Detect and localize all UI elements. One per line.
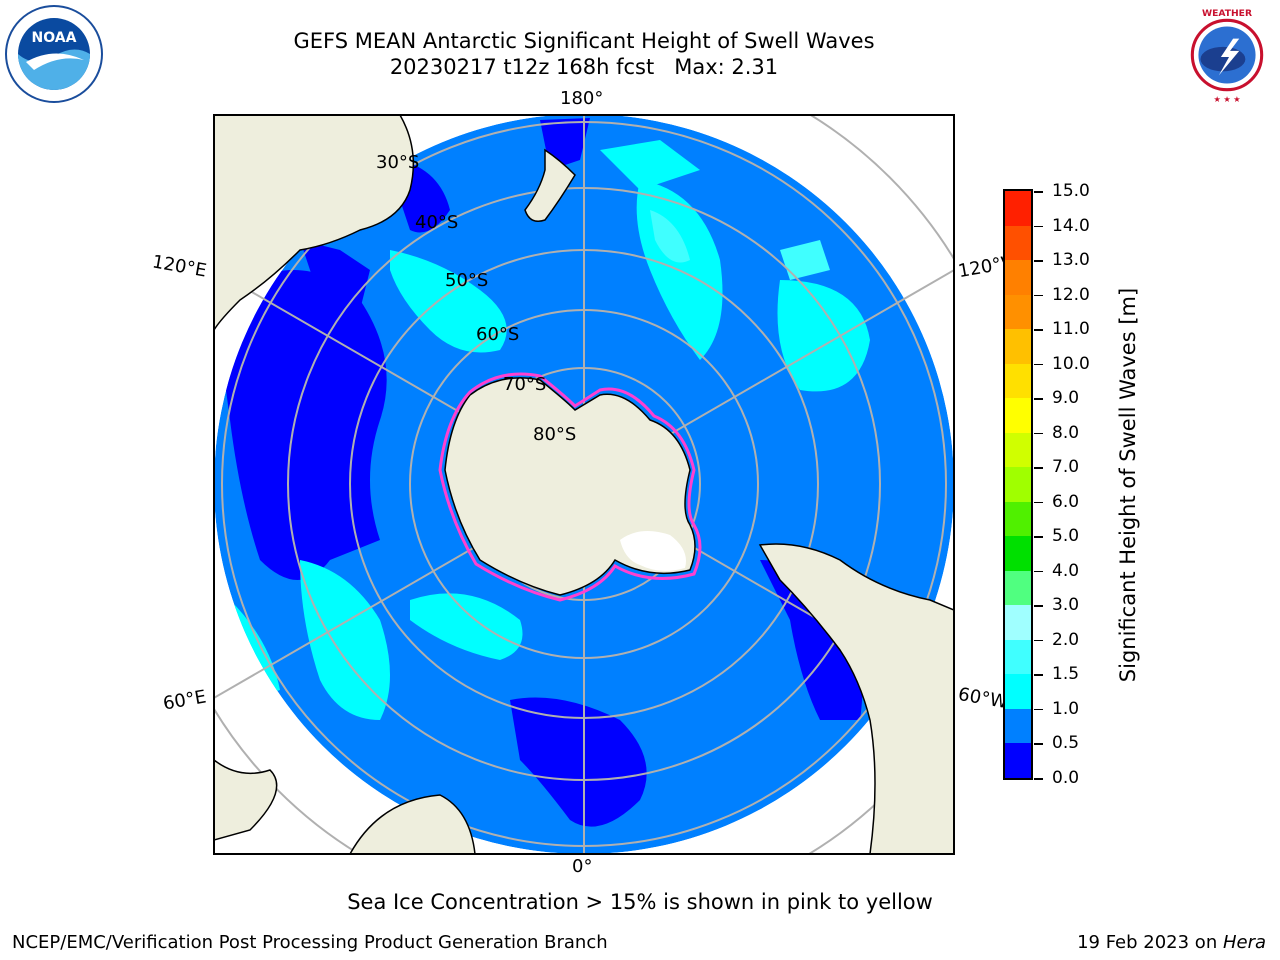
colorbar-tick xyxy=(1034,398,1043,400)
colorbar-tick-label: 14.0 xyxy=(1052,215,1090,236)
colorbar-tick xyxy=(1034,329,1043,331)
colorbar-segment xyxy=(1005,294,1031,330)
colorbar-tick-label: 10.0 xyxy=(1052,353,1090,374)
australia-land xyxy=(214,115,415,332)
colorbar-segment xyxy=(1005,501,1031,537)
colorbar-tick-label: 8.0 xyxy=(1052,422,1080,443)
footer-credit: NCEP/EMC/Verification Post Processing Pr… xyxy=(12,932,608,953)
colorbar-tick-label: 13.0 xyxy=(1052,250,1090,271)
lat-label-60s: 60°S xyxy=(476,324,520,345)
colorbar-tick-label: 12.0 xyxy=(1052,284,1090,305)
nws-logo: WEATHER ★ ★ ★ xyxy=(1177,5,1277,105)
sea-ice xyxy=(620,531,686,571)
map-frame xyxy=(213,114,955,855)
colorbar-segment xyxy=(1005,639,1031,675)
colorbar-tick-label: 9.0 xyxy=(1052,388,1080,409)
noaa-logo: NOAA xyxy=(5,5,103,103)
colorbar-tick xyxy=(1034,570,1043,573)
colorbar-tick xyxy=(1034,708,1043,711)
colorbar-tick-label: 1.5 xyxy=(1052,664,1080,685)
colorbar-tick xyxy=(1034,432,1043,435)
colorbar-tick xyxy=(1034,294,1043,297)
colorbar-segment xyxy=(1005,329,1031,364)
colorbar-segment xyxy=(1005,743,1031,778)
colorbar-tick-label: 0.0 xyxy=(1052,768,1080,788)
footer-host: Hera xyxy=(1222,932,1266,953)
africa-land xyxy=(214,759,278,841)
colorbar-tick-label: 15.0 xyxy=(1052,181,1090,201)
colorbar-tick-label: 3.0 xyxy=(1052,595,1080,616)
colorbar xyxy=(1003,189,1033,780)
colorbar-tick xyxy=(1034,260,1043,262)
colorbar-label: Significant Height of Swell Waves [m] xyxy=(1116,287,1140,683)
colorbar-tick xyxy=(1034,605,1043,607)
colorbar-tick xyxy=(1034,743,1043,745)
africa-land-south xyxy=(349,794,476,854)
colorbar-tick xyxy=(1034,536,1043,538)
colorbar-tick-label: 5.0 xyxy=(1052,526,1080,547)
new-zealand-land xyxy=(524,148,576,222)
colorbar-segment xyxy=(1005,398,1031,433)
chart-subtitle: 20230217 t12z 168h fcst Max: 2.31 xyxy=(389,55,779,79)
colorbar-segment xyxy=(1005,363,1031,399)
colorbar-segment xyxy=(1005,191,1031,226)
colorbar-tick xyxy=(1034,363,1043,366)
chart-title: GEFS MEAN Antarctic Significant Height o… xyxy=(293,29,875,53)
colorbar-segment xyxy=(1005,605,1031,640)
colorbar-segment xyxy=(1005,536,1031,571)
lat-label-50s: 50°S xyxy=(445,270,489,291)
colorbar-tick xyxy=(1034,778,1043,780)
colorbar-tick-label: 4.0 xyxy=(1052,560,1080,581)
colorbar-tick xyxy=(1034,467,1043,469)
colorbar-segment xyxy=(1005,708,1031,744)
lat-label-80s: 80°S xyxy=(533,424,577,445)
colorbar-tick xyxy=(1034,225,1043,228)
footer-date-text: 19 Feb 2023 on xyxy=(1077,932,1223,953)
lat-label-70s: 70°S xyxy=(503,374,547,395)
colorbar-segment xyxy=(1005,260,1031,295)
svg-text:★ ★ ★: ★ ★ ★ xyxy=(1213,94,1240,104)
colorbar-segment xyxy=(1005,467,1031,502)
colorbar-tick-label: 0.5 xyxy=(1052,733,1080,754)
colorbar-tick xyxy=(1034,639,1043,642)
colorbar-tick xyxy=(1034,674,1043,676)
svg-text:NOAA: NOAA xyxy=(32,30,77,46)
colorbar-segment xyxy=(1005,674,1031,709)
sea-ice-edge xyxy=(438,372,702,602)
lat-label-40s: 40°S xyxy=(415,212,459,233)
colorbar-segment xyxy=(1005,225,1031,261)
colorbar-tick-label: 7.0 xyxy=(1052,457,1080,478)
lat-label-30s: 30°S xyxy=(376,152,420,173)
colorbar-tick-label: 1.0 xyxy=(1052,698,1080,719)
colorbar-segment xyxy=(1005,432,1031,468)
colorbar-tick xyxy=(1034,191,1043,193)
south-america-land xyxy=(758,543,954,854)
sea-ice-note: Sea Ice Concentration > 15% is shown in … xyxy=(347,890,933,914)
lon-label-0: 0° xyxy=(572,856,593,877)
lon-label-180: 180° xyxy=(560,88,604,109)
footer-date: 19 Feb 2023 on Hera xyxy=(1077,932,1266,953)
svg-text:WEATHER: WEATHER xyxy=(1202,8,1252,19)
colorbar-tick-label: 6.0 xyxy=(1052,491,1080,512)
colorbar-segment xyxy=(1005,570,1031,606)
colorbar-tick-label: 11.0 xyxy=(1052,319,1090,340)
colorbar-tick xyxy=(1034,501,1043,504)
colorbar-tick-label: 2.0 xyxy=(1052,629,1080,650)
